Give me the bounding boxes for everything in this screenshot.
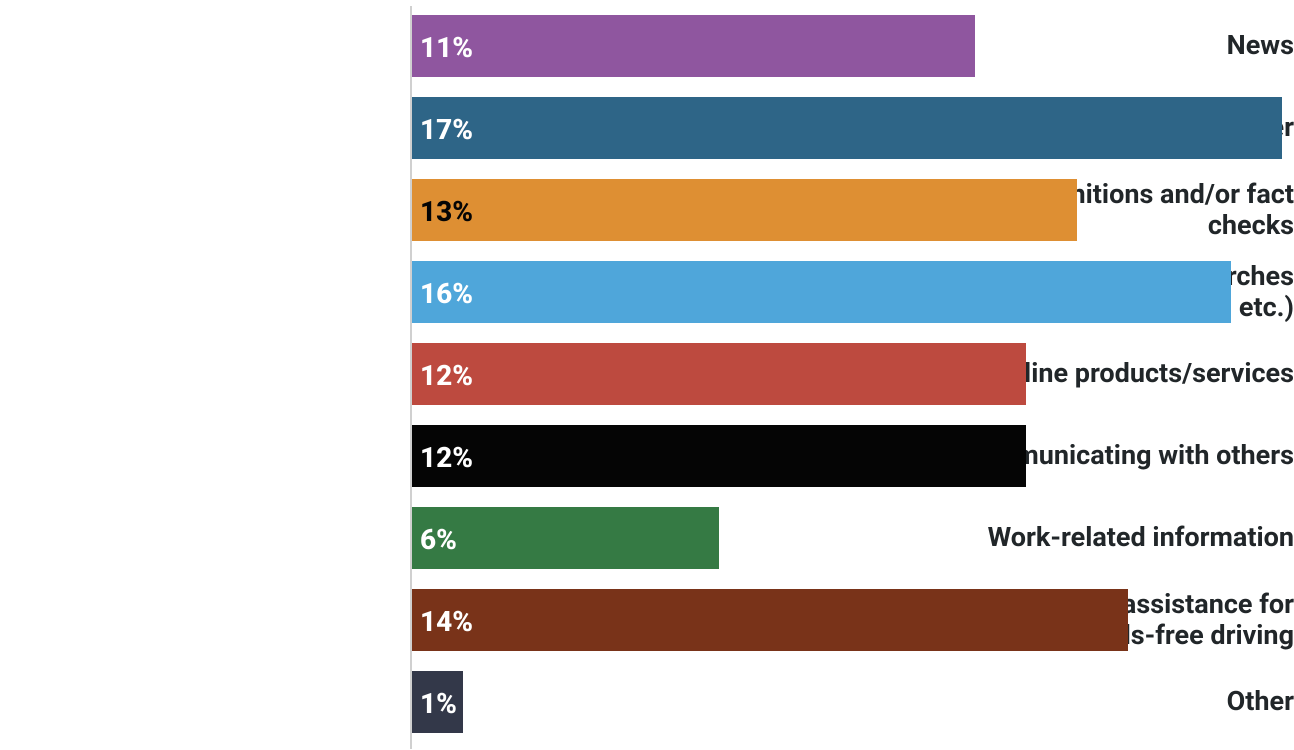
value-label: 12% — [420, 359, 473, 392]
value-label: 11% — [420, 31, 473, 64]
chart-row: Communicating with others12% — [0, 416, 1294, 496]
value-label: 13% — [420, 195, 473, 228]
chart-row: Local “Near Me” searches (Restaurants, s… — [0, 252, 1294, 332]
bar: 16% — [412, 261, 1231, 323]
horizontal-bar-chart: News11%Weather17%Term definitions and/or… — [0, 0, 1294, 750]
bar: 11% — [412, 15, 975, 77]
chart-row: Online products/services12% — [0, 334, 1294, 414]
chart-row: Other 1% — [0, 662, 1294, 742]
category-label: Other — [897, 686, 1294, 717]
chart-row: Term definitions and/or fact checks13% — [0, 170, 1294, 250]
bar: 1% — [412, 671, 463, 733]
bar: 14% — [412, 589, 1128, 651]
value-label: 17% — [420, 113, 473, 146]
chart-row: News11% — [0, 6, 1294, 86]
bar: 12% — [412, 425, 1026, 487]
bar: 6% — [412, 507, 719, 569]
chart-row: Search assistance for hands-free driving… — [0, 580, 1294, 660]
value-label: 1% — [420, 687, 457, 720]
value-label: 12% — [420, 441, 473, 474]
value-label: 14% — [420, 605, 473, 638]
bar: 12% — [412, 343, 1026, 405]
category-label: Work-related information — [897, 522, 1294, 553]
bar: 13% — [412, 179, 1077, 241]
value-label: 16% — [420, 277, 473, 310]
chart-row: Weather17% — [0, 88, 1294, 168]
bar: 17% — [412, 97, 1282, 159]
value-label: 6% — [420, 523, 457, 556]
chart-row: Work-related information 6% — [0, 498, 1294, 578]
